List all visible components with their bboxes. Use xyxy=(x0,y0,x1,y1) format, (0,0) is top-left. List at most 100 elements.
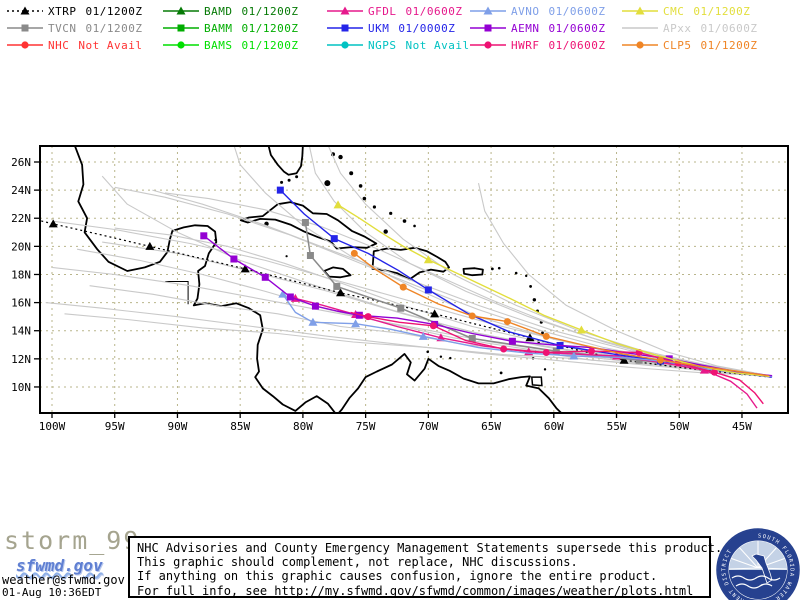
lon-tick-label: 90W xyxy=(168,420,188,433)
footer: storm_99 sfwmd.gov weather@sfwmd.gov 01-… xyxy=(0,520,800,600)
tvcn-position-marker xyxy=(552,347,560,355)
tvcn-position-marker xyxy=(301,218,309,226)
seal-band xyxy=(717,529,799,600)
track-clp5 xyxy=(350,249,769,377)
sfwmd-logo-text: sfwmd.gov xyxy=(16,556,103,575)
square-marker-icon xyxy=(21,24,29,32)
lon-tick-label: 45W xyxy=(732,420,752,433)
island xyxy=(426,350,430,354)
axis-labels: 100W 95W 90W 85W 80W 75W 70W 65W 60W 55W 50W 45W 10N… xyxy=(11,156,752,433)
legend-model-name: CLP5 xyxy=(663,38,692,52)
legend-item-ukm: UKM 01/0000Z xyxy=(327,21,455,35)
legend-model-name: CMC xyxy=(663,4,685,18)
island xyxy=(449,356,452,360)
island xyxy=(358,184,363,188)
legend-model-name: AEMN xyxy=(511,21,540,35)
legend-init-time: 01/1200Z xyxy=(700,38,758,52)
island xyxy=(532,298,537,302)
legend-model-name: UKM xyxy=(368,21,390,35)
island xyxy=(525,274,528,278)
island xyxy=(541,331,544,335)
legend-init-time: 01/1200Z xyxy=(85,4,143,18)
clp5-position-marker xyxy=(399,283,407,291)
lon-tick-label: 75W xyxy=(356,420,376,433)
legend-item-clp5: CLP5 01/1200Z xyxy=(622,38,757,52)
legend-item-aemn: AEMN 01/0600Z xyxy=(470,21,605,35)
island xyxy=(413,224,416,228)
legend-item-cmc: CMC 01/1200Z xyxy=(622,4,750,18)
xtrp-position-marker xyxy=(145,241,155,250)
avno-position-marker xyxy=(351,319,361,328)
legend-init-time: Not Avail xyxy=(405,38,470,52)
coastlines xyxy=(73,146,563,413)
island xyxy=(543,368,547,371)
legend-model-name: AVNO xyxy=(511,4,540,18)
coastline xyxy=(267,146,304,176)
ensemble-member-track xyxy=(64,313,770,377)
lon-tick-label: 60W xyxy=(544,420,564,433)
triangle-marker-icon xyxy=(176,6,186,15)
legend-init-time: 01/0600Z xyxy=(548,4,606,18)
lat-tick-label: 16N xyxy=(11,297,31,310)
aemn-position-marker xyxy=(230,255,238,263)
circle-marker-icon xyxy=(21,41,29,49)
lat-lon-grid xyxy=(40,146,788,413)
legend-init-time: 01/1200Z xyxy=(693,4,751,18)
legend-init-time: 01/1200Z xyxy=(241,4,299,18)
legend-line-sample xyxy=(470,41,506,49)
legend-line-sample xyxy=(163,6,199,15)
tvcn-position-marker xyxy=(306,251,314,259)
lat-tick-label: 14N xyxy=(11,325,31,338)
island xyxy=(490,267,494,271)
xtrp-position-marker xyxy=(48,219,58,228)
circle-marker-icon xyxy=(341,41,349,49)
lat-tick-label: 22N xyxy=(11,212,31,225)
legend-model-name: GFDL xyxy=(368,4,397,18)
legend-init-time: Not Avail xyxy=(78,38,143,52)
xtrp-position-marker xyxy=(619,355,629,364)
avno-position-marker xyxy=(569,351,579,360)
aemn-position-marker xyxy=(508,337,516,345)
legend-model-name: BAMM xyxy=(204,21,233,35)
seal-wave xyxy=(735,583,773,589)
lon-tick-label: 70W xyxy=(418,420,438,433)
avno-position-marker xyxy=(418,331,428,340)
legend-line-sample xyxy=(7,24,43,32)
avno-position-marker xyxy=(278,289,288,298)
legend-init-time: 01/0600Z xyxy=(405,4,463,18)
legend-item-xtrp: XTRP 01/1200Z xyxy=(7,4,142,18)
clp5-position-marker xyxy=(503,318,511,326)
legend-line-sample xyxy=(470,24,506,32)
island-trinidad xyxy=(530,376,543,387)
tvcn-position-marker xyxy=(468,334,476,342)
seal-florida-shape xyxy=(751,553,773,584)
ensemble-member-track xyxy=(51,266,770,377)
tvcn-position-marker xyxy=(397,304,405,312)
aemn-position-marker xyxy=(200,232,208,240)
square-marker-icon xyxy=(484,24,492,32)
island xyxy=(529,285,532,288)
clp5-position-marker xyxy=(468,312,476,320)
legend-item-bamd: BAMD 01/1200Z xyxy=(163,4,298,18)
xtrp-position-marker xyxy=(336,288,346,297)
timestamp: 01-Aug 10:36EDT xyxy=(2,586,102,599)
legend-item-hwrf: HWRF 01/0600Z xyxy=(470,38,605,52)
hwrf-position-marker xyxy=(587,347,595,355)
track-map: 100W 95W 90W 85W 80W 75W 70W 65W 60W 55W 50W 45W 10N… xyxy=(11,145,789,433)
legend-model-name: XTRP xyxy=(48,4,77,18)
legend-init-time: 01/0600Z xyxy=(548,38,606,52)
lat-tick-label: 24N xyxy=(11,184,31,197)
ukm-position-marker xyxy=(424,286,432,294)
xtrp-position-marker xyxy=(240,264,250,273)
legend-line-sample xyxy=(163,41,199,49)
notice-line: NHC Advisories and County Emergency Mana… xyxy=(137,541,723,555)
triangle-marker-icon xyxy=(483,6,493,15)
legend-line-sample xyxy=(622,41,658,49)
legend-item-avno: AVNO 01/0600Z xyxy=(470,4,605,18)
lat-tick-label: 12N xyxy=(11,353,31,366)
ensemble-member-track xyxy=(45,302,770,377)
legend-init-time: 01/1200Z xyxy=(241,38,299,52)
legend-item-tvcn: TVCN 01/1200Z xyxy=(7,21,142,35)
legend-item-ngps: NGPS Not Avail xyxy=(327,38,470,52)
